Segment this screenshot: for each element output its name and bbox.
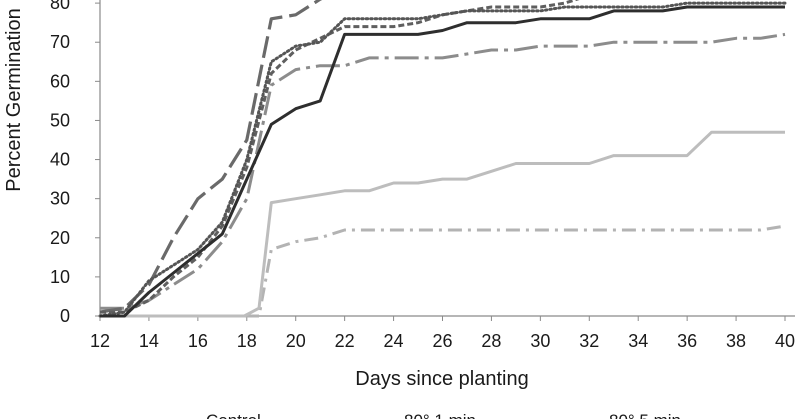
x-tick-label: 16 xyxy=(188,331,208,351)
x-tick-label: 18 xyxy=(237,331,257,351)
y-tick-label: 0 xyxy=(60,306,70,326)
y-axis-title: Percent Germination xyxy=(3,8,25,191)
x-tick-label: 28 xyxy=(481,331,501,351)
x-tick-label: 24 xyxy=(384,331,404,351)
x-tick-label: 12 xyxy=(90,331,110,351)
x-tick-label: 38 xyxy=(726,331,746,351)
x-tick-label: 36 xyxy=(677,331,697,351)
x-tick-label: 40 xyxy=(775,331,795,351)
y-tick-label: 80 xyxy=(50,0,70,13)
x-tick-label: 26 xyxy=(432,331,452,351)
x-axis-title: Days since planting xyxy=(355,368,528,390)
y-tick-label: 40 xyxy=(50,150,70,170)
axes xyxy=(95,0,795,321)
x-tick-label: 14 xyxy=(139,331,159,351)
y-tick-label: 70 xyxy=(50,32,70,52)
legend: Control 80° 1 min 80° 5 min xyxy=(206,411,681,419)
x-tick-label: 20 xyxy=(286,331,306,351)
x-tick-label: 22 xyxy=(335,331,355,351)
x-tick-label: 30 xyxy=(530,331,550,351)
y-tick-label: 10 xyxy=(50,267,70,287)
series-line-4 xyxy=(99,0,323,314)
x-tick-label: 32 xyxy=(579,331,599,351)
y-tick-label: 20 xyxy=(50,228,70,248)
legend-label: 80° 5 min xyxy=(609,411,681,419)
series-line-5 xyxy=(100,32,786,310)
y-tick-label: 50 xyxy=(50,110,70,130)
series-line-6 xyxy=(100,130,785,318)
series-line-7 xyxy=(100,224,786,318)
y-tick-label: 60 xyxy=(50,71,70,91)
legend-label: 80° 1 min xyxy=(404,411,476,419)
legend-label: Control xyxy=(206,411,261,419)
y-tick-label: 30 xyxy=(50,189,70,209)
x-tick-label: 34 xyxy=(628,331,648,351)
series-line-1 xyxy=(100,5,785,318)
tick-labels: 0102030405060708090121416182022242628303… xyxy=(50,0,795,351)
series-layer xyxy=(98,0,787,318)
series-line-2 xyxy=(98,1,787,318)
